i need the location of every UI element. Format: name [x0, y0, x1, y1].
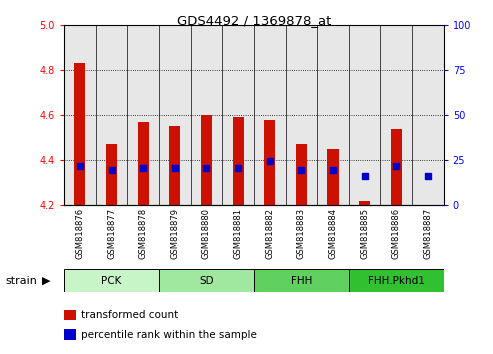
- Bar: [74, 63, 85, 205]
- Bar: [96, 25, 127, 205]
- Bar: [381, 25, 412, 205]
- Text: percentile rank within the sample: percentile rank within the sample: [81, 330, 257, 339]
- Point: [139, 165, 147, 171]
- Bar: [138, 122, 149, 205]
- Bar: [317, 25, 349, 205]
- Bar: [159, 25, 191, 205]
- Point: [76, 163, 84, 169]
- Point: [171, 165, 179, 171]
- Text: GDS4492 / 1369878_at: GDS4492 / 1369878_at: [176, 14, 331, 27]
- Bar: [327, 149, 339, 205]
- Point: [203, 165, 211, 171]
- Bar: [285, 25, 317, 205]
- Bar: [222, 25, 254, 205]
- Bar: [106, 144, 117, 205]
- Point: [361, 173, 369, 179]
- FancyBboxPatch shape: [159, 269, 254, 292]
- Text: SD: SD: [199, 275, 214, 286]
- Bar: [201, 115, 212, 205]
- Point: [424, 173, 432, 179]
- Bar: [191, 25, 222, 205]
- Text: ▶: ▶: [42, 275, 50, 286]
- Bar: [254, 25, 285, 205]
- Point: [107, 167, 115, 173]
- Point: [234, 165, 242, 171]
- Text: FHH: FHH: [291, 275, 312, 286]
- Bar: [349, 25, 381, 205]
- Bar: [296, 144, 307, 205]
- Bar: [64, 25, 96, 205]
- Bar: [412, 25, 444, 205]
- Point: [266, 159, 274, 164]
- Point: [297, 167, 305, 173]
- FancyBboxPatch shape: [254, 269, 349, 292]
- Point: [329, 167, 337, 173]
- FancyBboxPatch shape: [64, 269, 159, 292]
- Bar: [233, 117, 244, 205]
- Bar: [169, 126, 180, 205]
- Text: FHH.Pkhd1: FHH.Pkhd1: [368, 275, 424, 286]
- Point: [392, 163, 400, 169]
- Text: strain: strain: [5, 275, 37, 286]
- Text: PCK: PCK: [102, 275, 122, 286]
- Bar: [127, 25, 159, 205]
- Text: transformed count: transformed count: [81, 310, 178, 320]
- FancyBboxPatch shape: [349, 269, 444, 292]
- Bar: [264, 120, 275, 205]
- Bar: [391, 129, 402, 205]
- Bar: [359, 201, 370, 205]
